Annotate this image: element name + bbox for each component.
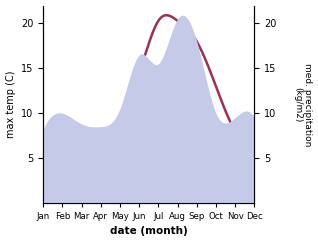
X-axis label: date (month): date (month) xyxy=(110,227,188,236)
Y-axis label: med. precipitation
(kg/m2): med. precipitation (kg/m2) xyxy=(293,62,313,146)
Y-axis label: max temp (C): max temp (C) xyxy=(5,70,16,138)
